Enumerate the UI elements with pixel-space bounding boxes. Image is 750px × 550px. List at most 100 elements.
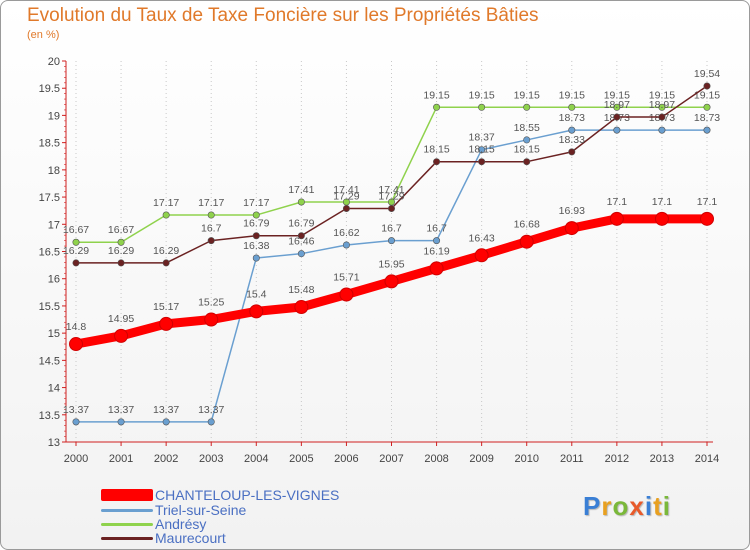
data-label: 19.15 xyxy=(604,89,630,101)
data-label: 15.4 xyxy=(246,288,267,300)
data-label: 18.55 xyxy=(514,122,540,134)
data-label: 18.33 xyxy=(559,134,585,146)
legend-item-andresy[interactable]: Andrésy xyxy=(101,517,206,531)
legend-item-chanteloup[interactable]: CHANTELOUP-LES-VIGNES xyxy=(101,488,339,502)
data-label: 17.1 xyxy=(697,196,718,208)
logo-letter: o xyxy=(612,491,630,521)
data-point xyxy=(294,300,309,315)
data-point xyxy=(117,259,125,267)
data-point xyxy=(387,237,395,245)
data-label: 18.37 xyxy=(469,132,495,144)
data-label: 17.29 xyxy=(333,191,359,203)
data-point xyxy=(72,418,80,426)
data-point xyxy=(297,198,305,206)
data-label: 14.8 xyxy=(66,321,87,333)
data-label: 17.41 xyxy=(378,184,404,196)
data-point xyxy=(523,103,531,111)
data-point xyxy=(568,148,576,156)
data-label: 19.15 xyxy=(514,89,540,101)
data-point xyxy=(342,205,350,213)
data-label: 16.93 xyxy=(559,205,585,217)
data-point xyxy=(703,126,711,134)
data-point xyxy=(478,103,486,111)
data-point xyxy=(252,232,260,240)
data-label: 16.43 xyxy=(469,232,495,244)
data-point xyxy=(342,241,350,249)
legend-swatch-triel xyxy=(101,508,153,512)
data-point xyxy=(117,418,125,426)
x-tick-label: 2004 xyxy=(244,453,268,465)
data-point xyxy=(568,126,576,134)
data-point xyxy=(474,248,489,263)
data-point xyxy=(207,418,215,426)
y-tick-label: 17 xyxy=(48,219,60,231)
data-label: 16.38 xyxy=(243,240,269,252)
data-point xyxy=(204,312,219,327)
x-tick-label: 2003 xyxy=(199,453,223,465)
data-point xyxy=(339,287,354,302)
data-point xyxy=(387,205,395,213)
data-point xyxy=(159,316,174,331)
data-point xyxy=(114,328,129,343)
legend-item-maurecourt[interactable]: Maurecourt xyxy=(101,531,226,545)
x-tick-label: 2011 xyxy=(560,453,584,465)
y-tick-label: 18 xyxy=(48,165,60,177)
logo-letter: t xyxy=(653,491,663,521)
data-label: 16.7 xyxy=(381,223,402,235)
data-point xyxy=(72,238,80,246)
data-point xyxy=(384,274,399,289)
data-label: 17.1 xyxy=(607,196,628,208)
y-tick-label: 17.5 xyxy=(39,192,60,204)
x-tick-label: 2008 xyxy=(424,453,448,465)
legend-item-triel[interactable]: Triel-sur-Seine xyxy=(101,503,246,517)
data-point xyxy=(523,136,531,144)
data-point xyxy=(433,158,441,166)
data-label: 17.17 xyxy=(153,197,179,209)
data-label: 16.68 xyxy=(514,219,540,231)
data-label: 15.71 xyxy=(333,271,359,283)
x-tick-label: 2006 xyxy=(334,453,358,465)
x-tick-label: 2010 xyxy=(514,453,538,465)
data-point xyxy=(162,418,170,426)
y-tick-label: 18.5 xyxy=(39,138,60,150)
legend-swatch-maurecourt xyxy=(101,536,153,540)
x-tick-label: 2001 xyxy=(109,453,133,465)
data-label: 18.97 xyxy=(649,99,675,111)
data-label: 13.37 xyxy=(108,404,134,416)
x-tick-label: 2002 xyxy=(154,453,178,465)
data-point xyxy=(72,259,80,267)
data-label: 13.37 xyxy=(198,404,224,416)
y-tick-label: 14.5 xyxy=(39,355,60,367)
data-point xyxy=(703,82,711,90)
data-label: 19.15 xyxy=(694,89,720,101)
data-point xyxy=(117,238,125,246)
data-label: 18.15 xyxy=(423,144,449,156)
logo-letter: i xyxy=(662,491,671,521)
legend-label-andresy: Andrésy xyxy=(155,516,207,532)
logo-letter: P xyxy=(583,491,602,521)
data-point xyxy=(658,126,666,134)
proxiti-logo[interactable]: Proxiti xyxy=(583,491,671,522)
data-point xyxy=(564,221,579,236)
data-point xyxy=(700,211,714,226)
data-label: 15.48 xyxy=(288,284,314,296)
data-point xyxy=(613,126,621,134)
data-point xyxy=(658,103,666,111)
y-tick-label: 19 xyxy=(48,110,60,122)
data-label: 16.29 xyxy=(108,245,134,257)
data-label: 18.15 xyxy=(469,144,495,156)
data-label: 17.1 xyxy=(652,196,673,208)
y-tick-label: 15.5 xyxy=(39,301,60,313)
data-label: 16.79 xyxy=(288,218,314,230)
data-label: 19.15 xyxy=(649,89,675,101)
data-label: 15.17 xyxy=(153,301,179,313)
data-label: 17.41 xyxy=(288,184,314,196)
data-point xyxy=(162,259,170,267)
data-label: 16.29 xyxy=(63,245,89,257)
data-point xyxy=(162,211,170,219)
data-label: 18.73 xyxy=(694,112,720,124)
legend-swatch-chanteloup xyxy=(101,489,153,501)
data-point xyxy=(69,337,83,352)
data-point xyxy=(433,103,441,111)
